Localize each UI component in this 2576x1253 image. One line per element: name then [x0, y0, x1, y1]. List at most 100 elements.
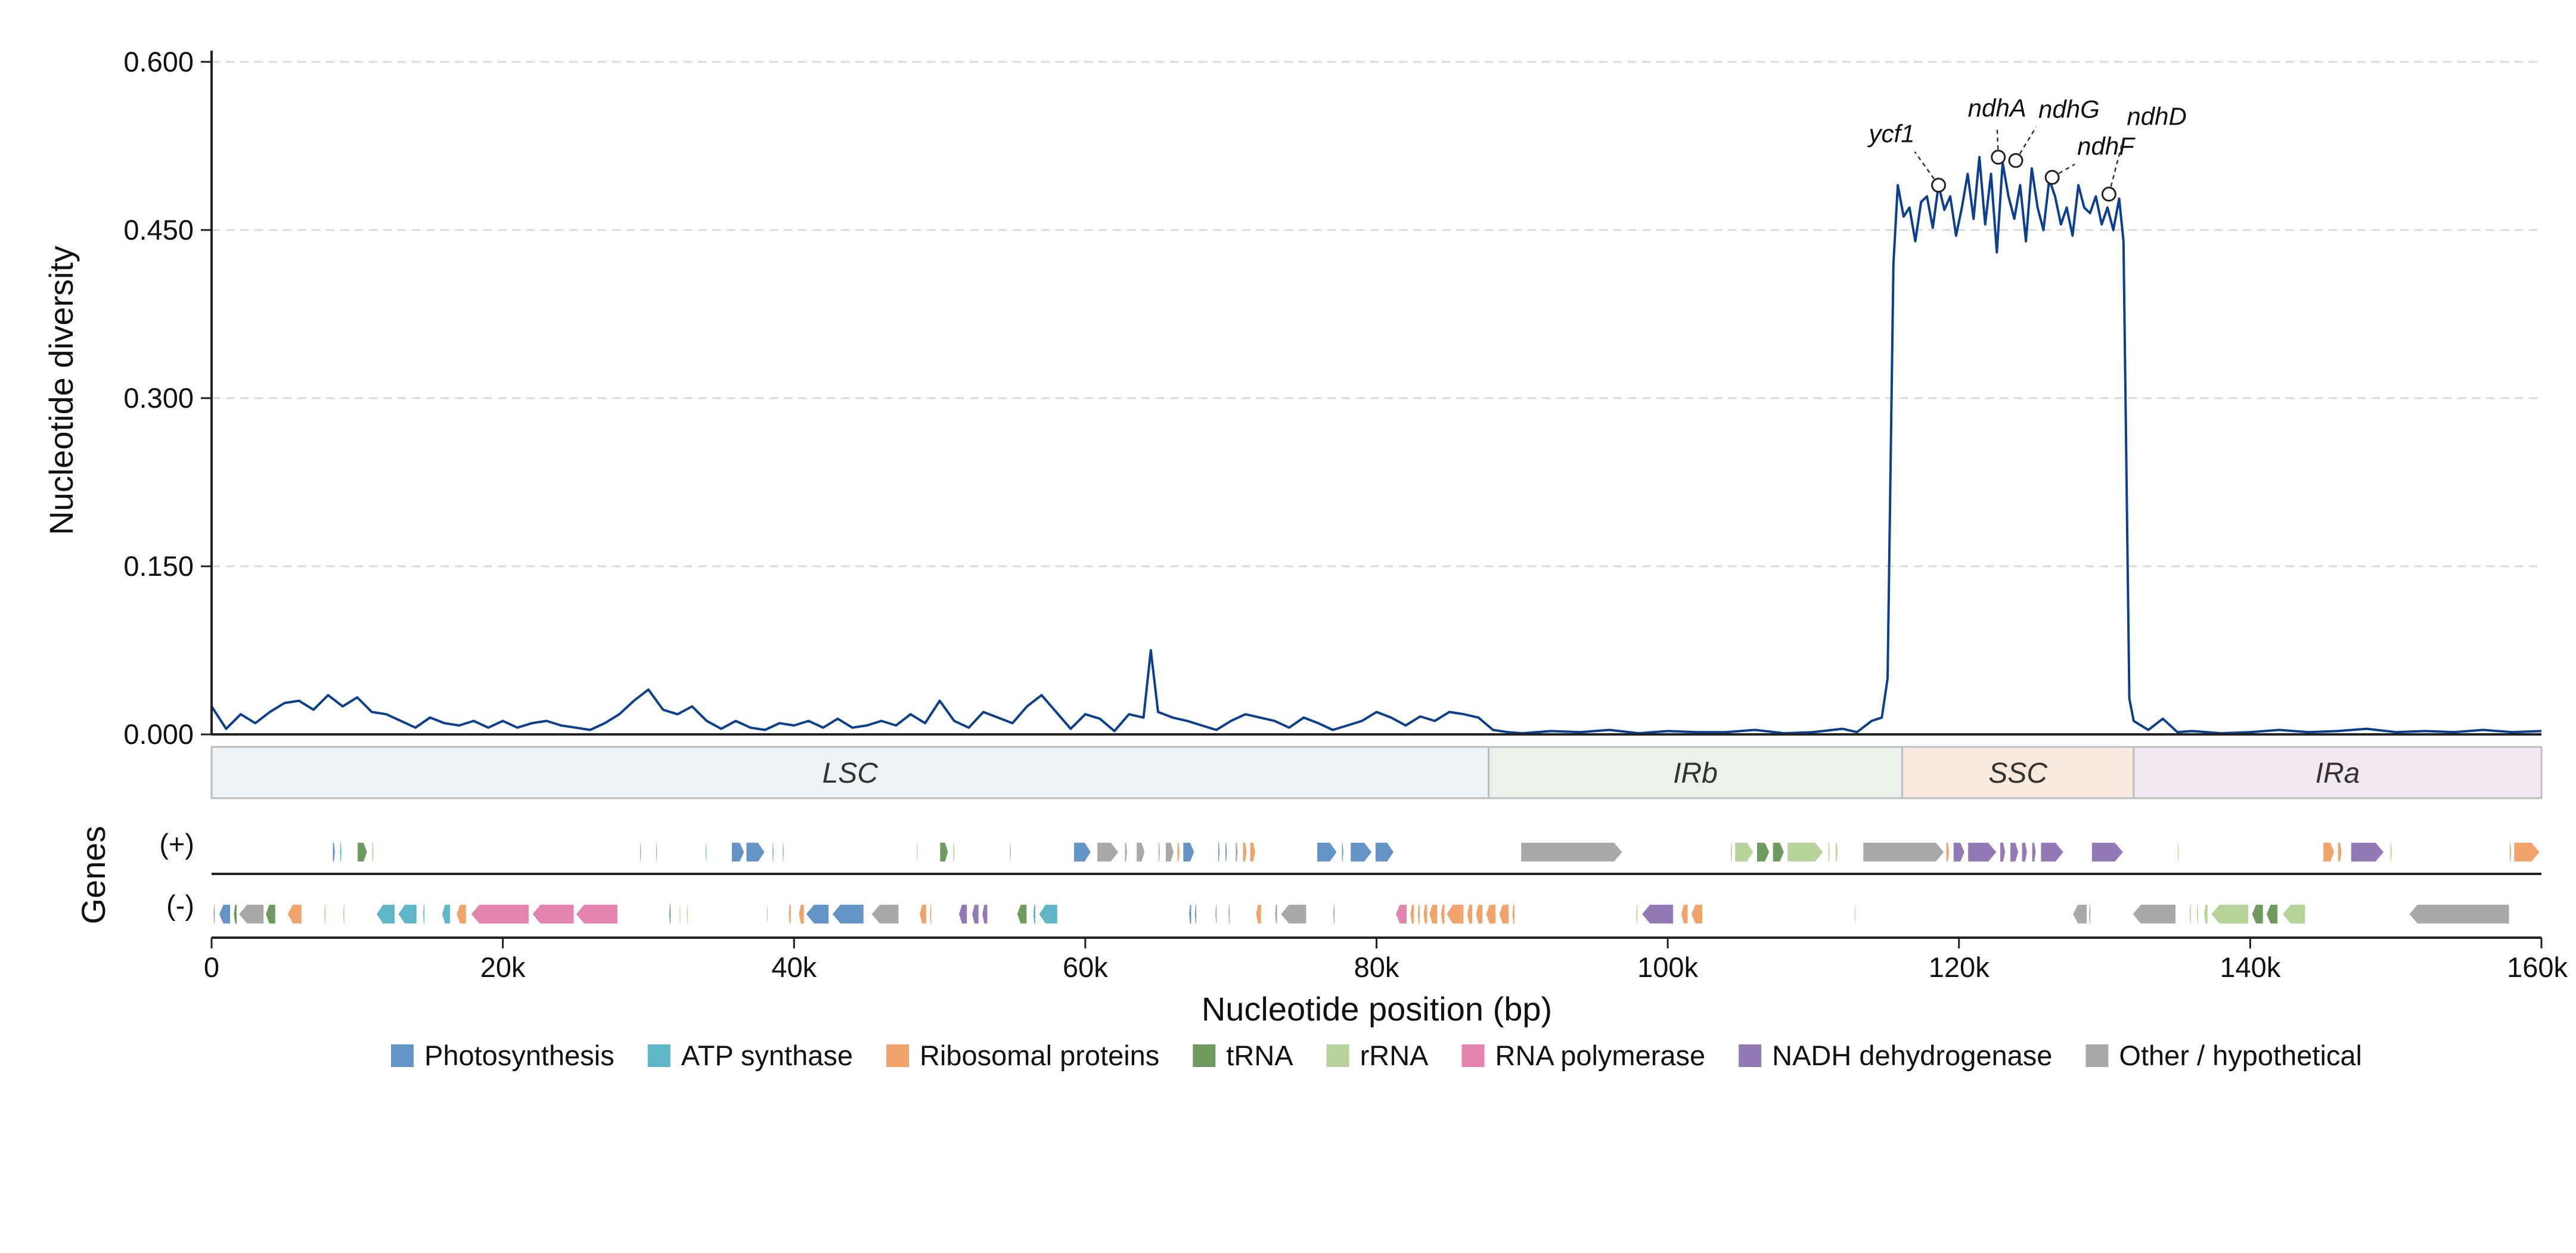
gene-block: [771, 842, 775, 863]
gridlines: [212, 61, 2541, 567]
gene-block: [342, 904, 346, 925]
gene-block: [2009, 842, 2019, 863]
gene-block: [1786, 842, 1824, 863]
gene-block: [678, 904, 681, 925]
gene-block: [1249, 842, 1256, 863]
legend-label: RNA polymerase: [1495, 1040, 1706, 1071]
x-tick-label: 100k: [1637, 951, 1698, 983]
gene-block: [2350, 842, 2385, 863]
gene-block: [655, 842, 658, 863]
annotation-marker: [1991, 150, 2006, 165]
gene-block: [1255, 904, 1262, 925]
gene-block: [1485, 904, 1497, 925]
gene-block: [1135, 842, 1146, 863]
gene-block: [1165, 842, 1175, 863]
y-tick-label: 0.600: [123, 46, 194, 77]
gene-block: [1124, 842, 1128, 863]
legend-swatch: [2085, 1044, 2109, 1067]
legend: Photosynthesis ATP synthase Ribosomal prot…: [391, 1040, 2362, 1071]
gene-block: [1274, 904, 1278, 925]
gene-block: [1967, 842, 1998, 863]
gene-block: [1234, 842, 1239, 863]
gene-block: [1835, 842, 1839, 863]
gene-block: [2031, 842, 2037, 863]
region-label: SSC: [1988, 758, 2047, 789]
gene-block: [639, 842, 643, 863]
gene-block: [1756, 842, 1770, 863]
gene-block: [2337, 842, 2343, 863]
gene-annotation-label: ycf1: [1867, 120, 1915, 148]
region-ssc: [1901, 746, 2135, 799]
diversity-series-line: [210, 156, 2542, 735]
gene-annotation-label: ndhF: [2077, 132, 2136, 160]
gene-block: [915, 842, 919, 863]
legend-label: ATP synthase: [681, 1040, 853, 1071]
gene-block: [1032, 904, 1036, 925]
gene-block: [2513, 842, 2541, 863]
gene-block: [441, 904, 451, 925]
annotation-leader: [2108, 134, 2125, 194]
gene-block: [1475, 904, 1483, 925]
gene-block: [2210, 904, 2249, 925]
gene-block: [704, 842, 707, 863]
gene-block: [2177, 842, 2180, 863]
gene-block: [356, 842, 368, 863]
legend-label: Other / hypothetical: [2119, 1040, 2362, 1071]
gene-annotation-label: ndhA: [1968, 94, 2026, 122]
x-tick-label: 40k: [771, 951, 817, 983]
gene-block: [2021, 842, 2028, 863]
region-lsc: [210, 746, 1490, 799]
gene-block: [1445, 904, 1464, 925]
gene-block: [2322, 842, 2335, 863]
gene-block: [1341, 842, 1345, 863]
gene-block: [2040, 842, 2065, 863]
legend-swatch: [886, 1044, 910, 1067]
gene-block: [1214, 904, 1218, 925]
gene-block: [685, 904, 689, 925]
gene-block: [1157, 842, 1161, 863]
gene-block: [2131, 904, 2177, 925]
gene-block: [1182, 842, 1195, 863]
gene-block: [1349, 842, 1373, 863]
gene-block: [575, 904, 619, 925]
x-tick-label: 80k: [1354, 951, 1399, 983]
gene-block: [1073, 842, 1092, 863]
gene-block: [971, 904, 980, 925]
gene-block: [1417, 904, 1421, 925]
gene-block: [332, 842, 336, 863]
region-bar: LSC IRb SSC IRa: [210, 746, 2543, 799]
gene-block: [781, 842, 785, 863]
gene-block: [397, 904, 418, 925]
gene-block: [232, 904, 238, 925]
gene-block: [1862, 842, 1945, 863]
gene-block: [1038, 904, 1059, 925]
x-tick-label: 140k: [2220, 951, 2280, 983]
gene-block: [1440, 904, 1446, 925]
annotation-marker: [2008, 153, 2023, 168]
gene-block: [958, 904, 968, 925]
gene-block: [918, 904, 927, 925]
gene-block: [939, 842, 949, 863]
gene-block: [422, 904, 426, 925]
gene-block: [1945, 842, 1950, 863]
gene-annotation-label: ndhD: [2127, 103, 2186, 131]
gene-block: [531, 904, 575, 925]
legend-swatch: [1739, 1044, 1762, 1067]
gene-block: [2196, 904, 2199, 925]
legend-label: Ribosomal proteins: [920, 1040, 1159, 1071]
x-tick-label: 160k: [2507, 951, 2568, 983]
gene-block: [870, 904, 899, 925]
gene-block: [2265, 904, 2279, 925]
diversity-line-layer: [210, 156, 2542, 735]
gene-block: [2389, 842, 2393, 863]
gene-block: [766, 904, 769, 925]
gene-block: [1194, 904, 1197, 925]
gene-block: [375, 904, 396, 925]
gene-block: [1520, 842, 1624, 863]
gene-annotation-label: ndhG: [2038, 95, 2100, 123]
x-tick-label: 20k: [480, 951, 526, 983]
annotation-marker: [2044, 169, 2060, 185]
gene-block: [1217, 842, 1221, 863]
y-tick-label: 0.150: [123, 550, 194, 582]
gene-block: [1016, 904, 1028, 925]
